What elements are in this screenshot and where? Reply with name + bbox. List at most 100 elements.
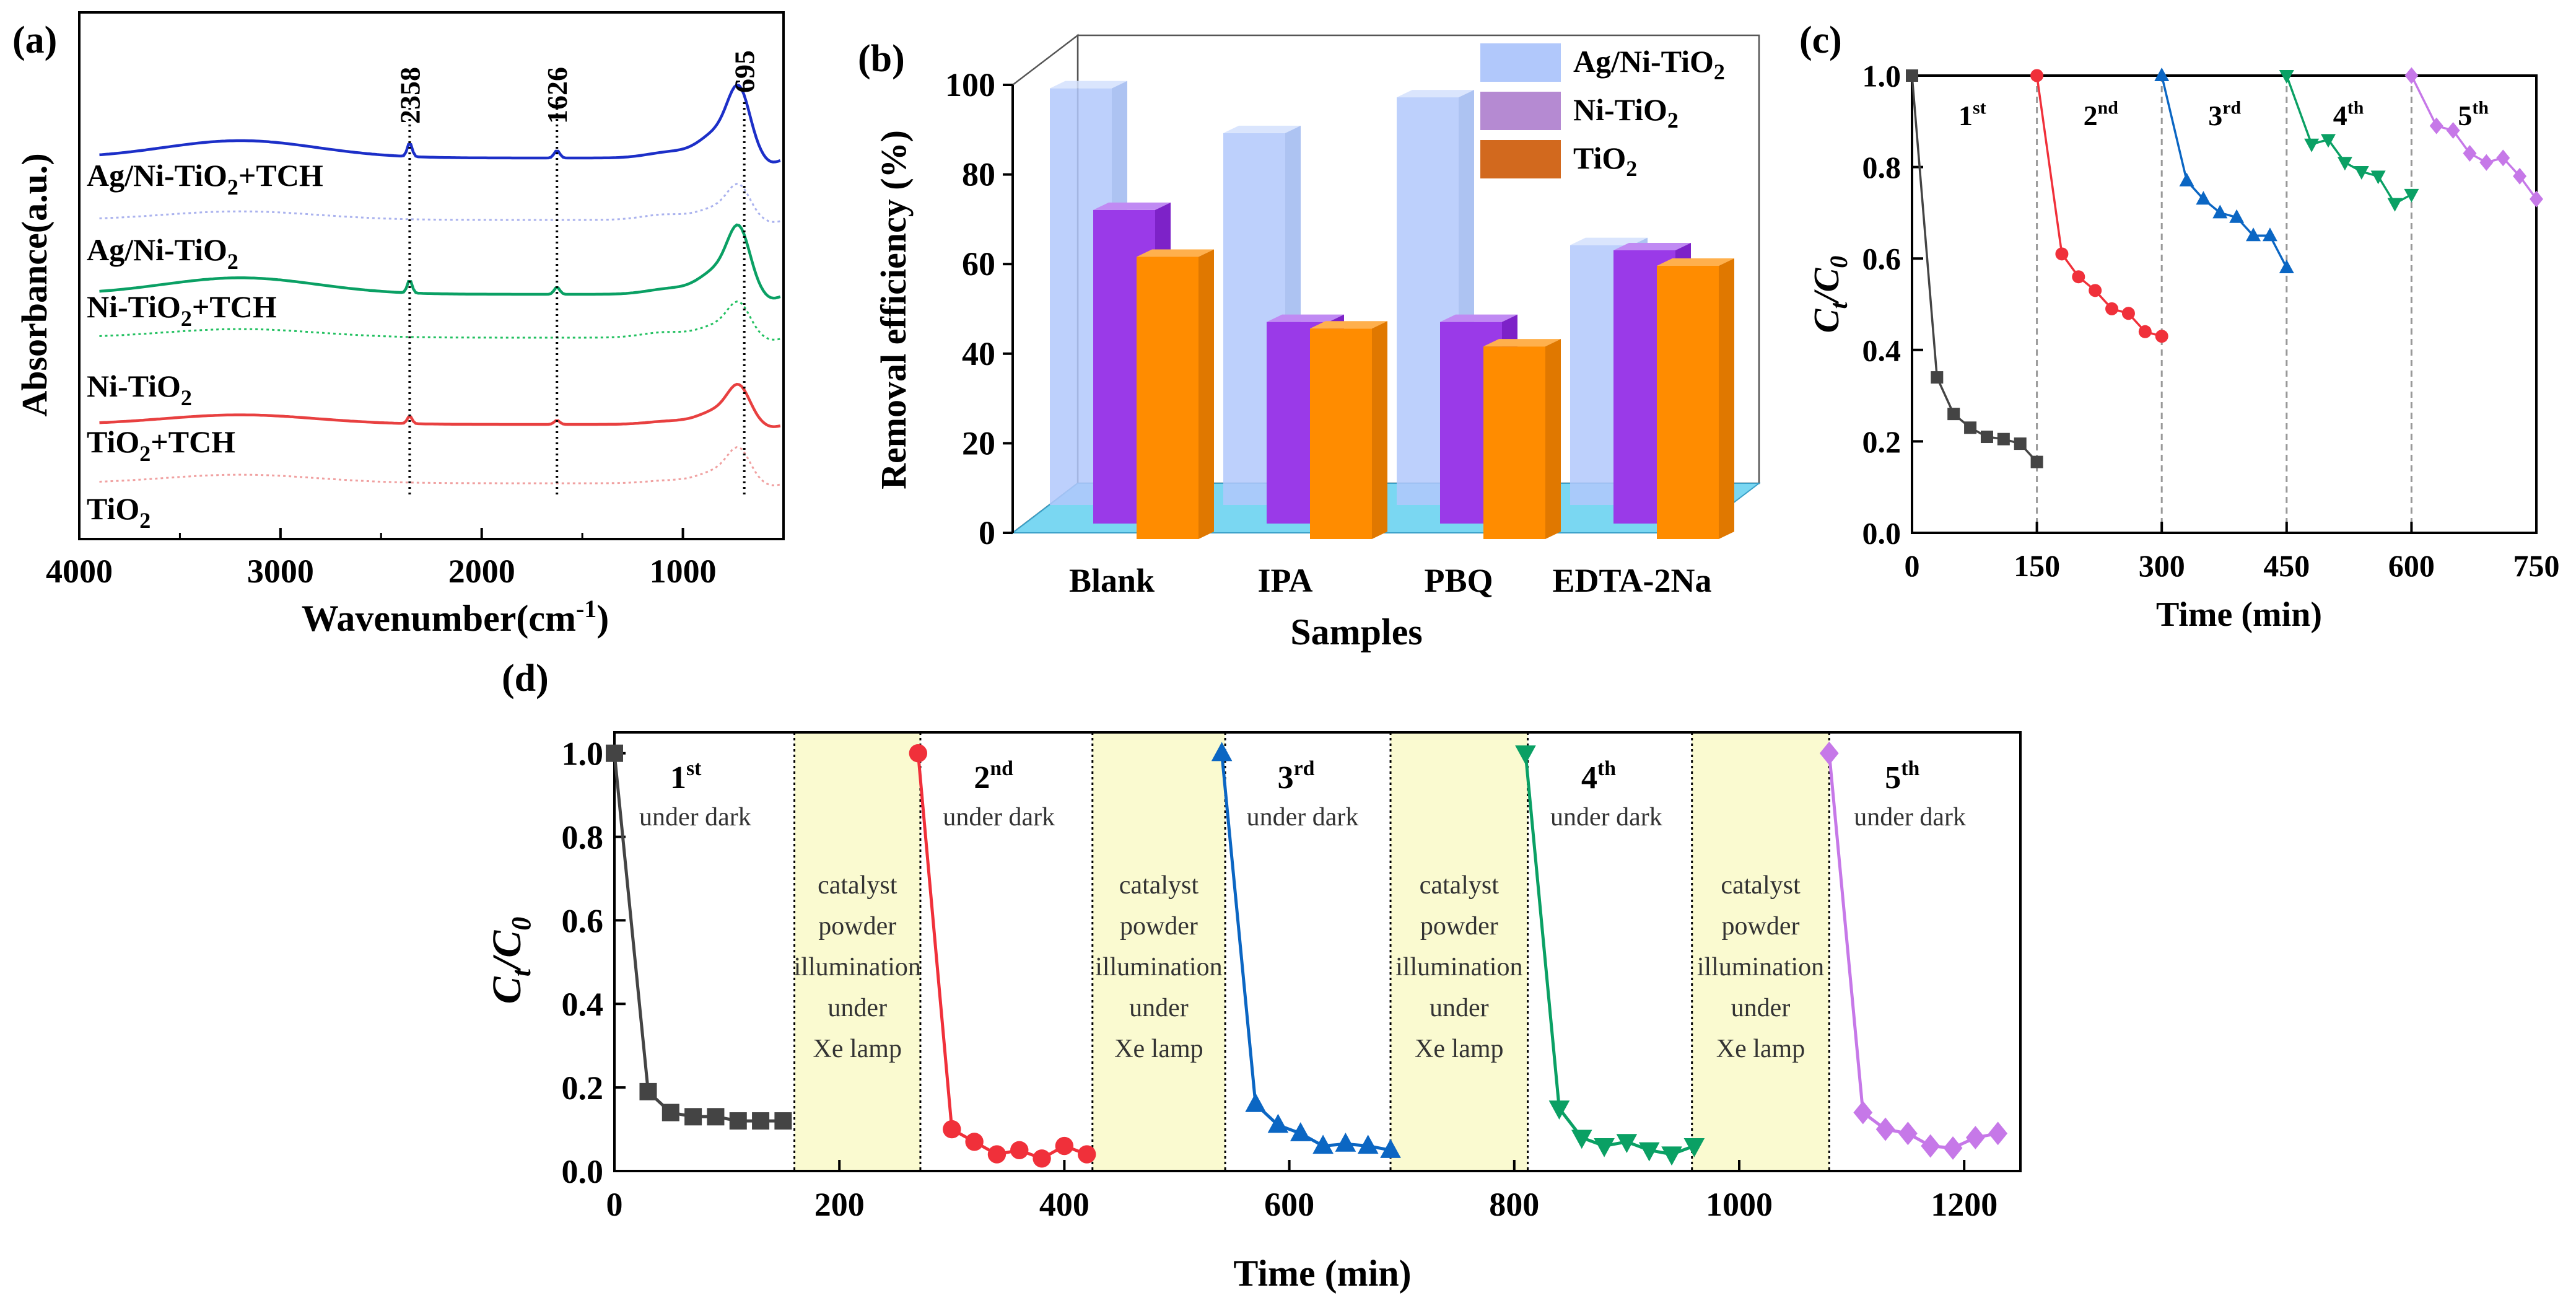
- panel-d-data-point: [1033, 1149, 1051, 1168]
- panel-d-data-point: [1010, 1141, 1029, 1159]
- panel-d-run-label-main: 3: [1278, 760, 1294, 796]
- panel-a-series-label-main: TiO: [87, 491, 139, 526]
- panel-b-bar-top: [1223, 125, 1301, 133]
- panel-a-xlabel-end: ): [596, 598, 609, 639]
- panel-d-run-label: 3rd: [1278, 757, 1315, 796]
- panel-d-illumination-band: [1092, 732, 1226, 1171]
- panel-d-data-point: [1380, 1139, 1401, 1158]
- panel-c-data-point: [2404, 188, 2419, 203]
- panel-d-data-point: [1055, 1136, 1074, 1156]
- panel-b-legend-label-main: Ni-TiO: [1573, 92, 1667, 127]
- panel-c-run-label-sup: th: [2472, 98, 2489, 118]
- panel-d-data-point: [1245, 1092, 1266, 1112]
- panel-d-band-text: catalyst: [1119, 871, 1199, 900]
- panel-d-illumination-band: [1692, 732, 1830, 1171]
- panel-a-xlabel: Wavenumber(cm-1): [302, 595, 609, 639]
- panel-a-series-label-main: Ag/Ni-TiO: [87, 232, 227, 267]
- panel-c-data-point: [2446, 122, 2460, 139]
- panel-a-series-label-sub: 2: [139, 441, 151, 466]
- panel-d-run-label: 4th: [1581, 757, 1616, 796]
- panel-a-series-label: TiO2+TCH: [87, 424, 235, 466]
- panel-d-label: (d): [502, 657, 549, 700]
- panel-a-spectrum-line: [99, 83, 781, 164]
- panel-d-dark-label: under dark: [1854, 803, 1966, 831]
- panel-c-data-point: [2154, 68, 2170, 81]
- panel-b-legend-label-sub: 2: [1667, 108, 1679, 133]
- panel-c-run-label-main: 2: [2084, 100, 2098, 131]
- panel-d-band-text: Xe lamp: [813, 1035, 902, 1063]
- panel-a-peak-label: 1626: [541, 67, 573, 124]
- panel-b-legend-label-main: Ag/Ni-TiO: [1573, 44, 1714, 79]
- panel-d-data-point: [1853, 1100, 1873, 1125]
- panel-d-data-point: [1683, 1138, 1705, 1157]
- panel-c-data-point: [2072, 270, 2085, 284]
- panel-c-run-label: 2nd: [2084, 98, 2119, 131]
- panel-d-xtick-label: 600: [1264, 1186, 1314, 1223]
- panel-b-legend-swatch: [1480, 43, 1561, 82]
- panel-d-ytick-label: 0.2: [562, 1069, 604, 1107]
- panel-d-band-text: powder: [1120, 912, 1198, 941]
- panel-b-ytick-label: 0: [979, 514, 995, 551]
- panel-d-band-text: catalyst: [818, 871, 897, 900]
- panel-d-run-label-main: 4: [1581, 760, 1597, 796]
- panel-d-xtick-label: 400: [1039, 1186, 1089, 1223]
- panel-b-bar: [1657, 265, 1719, 539]
- panel-d-run-label: 2nd: [974, 757, 1013, 796]
- panel-c-run-label-main: 5: [2458, 100, 2472, 131]
- panel-a-series-label-tail: +TCH: [238, 158, 323, 193]
- panel-c-data-point: [2089, 284, 2102, 297]
- panel-d-data-point: [639, 1082, 657, 1100]
- panel-c-ylabel-sub2: 0: [1825, 256, 1853, 268]
- panel-d-data-point: [1875, 1117, 1895, 1141]
- panel-b-legend-label: TiO2: [1573, 141, 1637, 181]
- panel-b-legend-label-sub: 2: [1626, 156, 1637, 181]
- panel-c-ytick-label: 0.2: [1862, 424, 1901, 459]
- panel-d-band-text: under: [1430, 994, 1489, 1022]
- panel-d-band-text: illumination: [1395, 953, 1522, 981]
- panel-c-data-point: [2030, 455, 2043, 468]
- panel-b-legend-label: Ni-TiO2: [1573, 92, 1679, 133]
- panel-d-data-point: [1335, 1132, 1356, 1152]
- panel-a-series-label-tail: +TCH: [192, 289, 277, 324]
- panel-d-data-point: [774, 1112, 792, 1130]
- panel-a-ftir: (a) Absorbance(a.u.) Wavenumber(cm-1) 40…: [12, 11, 785, 639]
- panel-c-data-point: [2279, 259, 2294, 273]
- panel-d-data-point: [1290, 1122, 1311, 1141]
- panel-d-ytick-label: 0.0: [562, 1153, 604, 1190]
- panel-a-series-label: Ni-TiO2+TCH: [87, 289, 277, 331]
- panel-d-illumination-band: [794, 732, 920, 1171]
- panel-c-run-label: 3rd: [2208, 98, 2241, 131]
- panel-a-series-label: Ag/Ni-TiO2: [87, 232, 238, 274]
- panel-b-bar-side: [1372, 321, 1387, 539]
- panel-b-bar: [1310, 328, 1372, 539]
- panel-d-xtick-label: 1200: [1931, 1186, 1997, 1223]
- panel-d-data-point: [965, 1133, 984, 1151]
- panel-a-xtick-label: 4000: [46, 553, 113, 590]
- panel-a-xlabel-main: Wavenumber(cm: [302, 598, 576, 639]
- panel-b-bar-top: [1093, 202, 1171, 210]
- panel-b-bar-side: [1198, 249, 1214, 539]
- panel-c-data-point: [2138, 325, 2152, 338]
- panel-c-ylabel-main: C: [1806, 308, 1846, 333]
- panel-c-ylabel-sub: t: [1825, 301, 1853, 309]
- panel-d-illumination-band: [1391, 732, 1528, 1171]
- panel-d-ylabel-mid: /C: [484, 930, 530, 972]
- panel-d-data-point: [1267, 1113, 1289, 1133]
- panel-c-data-point: [2304, 138, 2320, 152]
- panel-c-data-point: [2229, 209, 2245, 223]
- panel-b-bar-top: [1657, 258, 1734, 266]
- panel-c-data-point: [2246, 227, 2261, 242]
- panel-d-ylabel-sub2: 0: [506, 917, 536, 931]
- panel-d-cycle-chart: (d) Time (min) Ct/C0 catalystpowderillum…: [484, 657, 2022, 1294]
- panel-c-data-point: [2387, 198, 2403, 212]
- panel-d-data-point: [1943, 1136, 1963, 1160]
- panel-d-ylabel: Ct/C0: [484, 917, 536, 1004]
- panel-c-data-point: [2496, 149, 2510, 167]
- panel-d-xtick-label: 800: [1489, 1186, 1539, 1223]
- panel-a-series-label-sub: 2: [181, 306, 192, 331]
- panel-b-bar-top: [1267, 314, 1344, 322]
- panel-a-series-label: TiO2: [87, 491, 151, 533]
- panel-c-data-point: [2279, 70, 2294, 84]
- panel-a-spectrum-line: [99, 223, 781, 300]
